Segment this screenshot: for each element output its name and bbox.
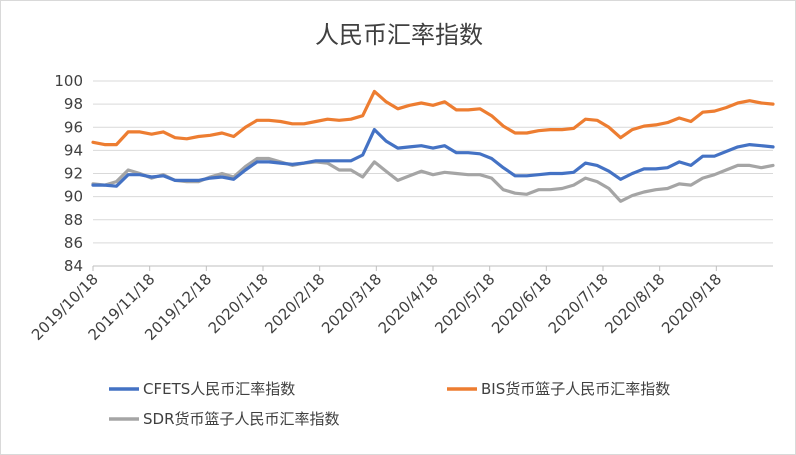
y-tick-labels: 84 86 88 90 92 94 96 98 100 <box>54 72 83 275</box>
x-tick-labels: 2019/10/182019/11/182019/12/182020/1/182… <box>28 270 725 344</box>
y-tick-label: 96 <box>64 118 83 136</box>
y-tick-label: 92 <box>64 165 83 183</box>
y-tick-label: 84 <box>64 257 83 275</box>
y-tick-label: 88 <box>64 211 83 229</box>
chart-title: 人民币汇率指数 <box>315 21 483 49</box>
y-tick-label: 100 <box>54 72 83 90</box>
x-tick-label: 2020/4/18 <box>375 270 442 337</box>
x-tick-label: 2020/1/18 <box>205 270 272 337</box>
legend-label: SDR货币篮子人民币汇率指数 <box>143 410 340 428</box>
y-tick-label: 90 <box>64 188 83 206</box>
x-tick-label: 2020/6/18 <box>488 270 555 337</box>
gridlines <box>93 80 773 244</box>
legend-label: CFETS人民币汇率指数 <box>143 380 295 398</box>
legend: CFETS人民币汇率指数 BIS货币篮子人民币汇率指数 SDR货币篮子人民币汇率指数 <box>109 380 670 428</box>
x-tick-label: 2020/8/18 <box>601 270 668 337</box>
series-lines <box>91 89 775 203</box>
series-line <box>91 89 775 147</box>
x-tick-label: 2020/5/18 <box>431 270 498 337</box>
x-tick-label: 2020/7/18 <box>545 270 612 337</box>
y-tick-label: 94 <box>64 141 83 159</box>
series-line <box>91 128 775 188</box>
legend-label: BIS货币篮子人民币汇率指数 <box>481 380 670 398</box>
y-tick-label: 98 <box>64 95 83 113</box>
x-tick-label: 2020/2/18 <box>261 270 328 337</box>
x-tick-label: 2020/3/18 <box>318 270 385 337</box>
x-tick-label: 2020/9/18 <box>658 270 725 337</box>
axes <box>92 265 773 271</box>
y-tick-label: 86 <box>64 234 83 252</box>
